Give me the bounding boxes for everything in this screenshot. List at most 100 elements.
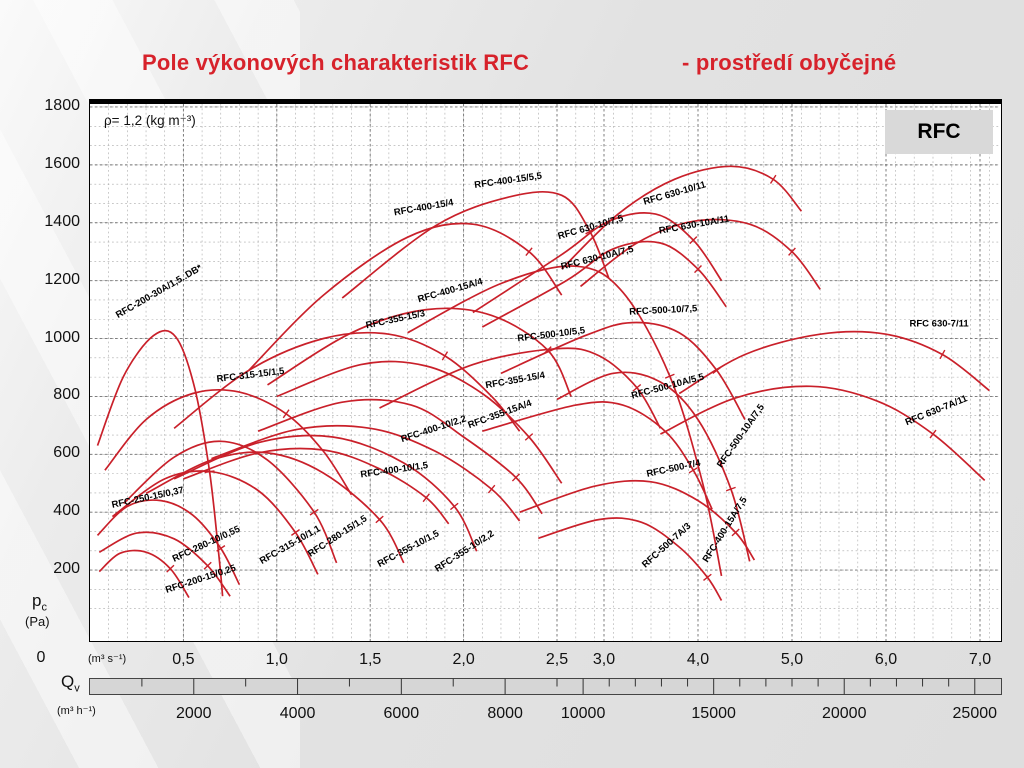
curve-range-tick — [585, 228, 595, 235]
page-title: Pole výkonových charakteristik RFC — [142, 50, 530, 75]
plot-area: RFC-200-15/0,25 RFC-280-10/0,55 RFC-250-15… — [89, 99, 1002, 642]
x-tick-label-m3s: 6,0 — [874, 651, 898, 668]
curve-label: RFC-400-10/2,2 — [400, 414, 468, 446]
flow-ruler — [89, 678, 1002, 695]
curve-label: RFC-500-10/5,5 — [517, 325, 587, 344]
page-subtitle: - prostředí obyčejné — [682, 50, 897, 75]
curve-label: RFC-355-10/2,2 — [433, 528, 496, 574]
curve-range-tick — [731, 528, 740, 537]
curve-label: RFC-500-10A/5,5 — [630, 371, 706, 401]
x-axis-symbol: Q — [61, 672, 75, 691]
y-tick-label: 1800 — [44, 96, 80, 114]
curve-label: RFC-355-10/1,5 — [376, 528, 442, 570]
y-axis-symbol-sub: c — [41, 601, 47, 614]
fan-curve — [98, 549, 190, 599]
x-tick-label-m3s: 1,5 — [359, 651, 382, 668]
fan-curve — [500, 321, 746, 421]
fan-curve — [538, 517, 723, 601]
fan-curve — [556, 371, 751, 562]
x-axis-symbol-sub: v — [74, 682, 80, 695]
fan-curve — [561, 165, 803, 270]
series-badge: RFC — [885, 110, 993, 154]
x-tick-label-m3h: 4000 — [279, 705, 316, 722]
y-tick-label: 1200 — [44, 270, 80, 288]
y-tick-label: 1400 — [44, 212, 80, 230]
fan-curve — [472, 212, 723, 314]
fan-curve — [481, 240, 727, 328]
curve-range-tick — [694, 264, 702, 274]
curve-label: RFC 630-10A/11 — [658, 213, 731, 236]
fan-curve — [519, 479, 756, 561]
curve-range-tick — [203, 561, 212, 570]
fan-curve — [579, 218, 821, 290]
curve-range-tick — [524, 433, 534, 441]
x-tick-label-m3h: 8000 — [487, 705, 523, 722]
curve-label: RFC-400-15/5,5 — [474, 170, 544, 190]
fan-curve — [145, 451, 405, 564]
fan-curve — [104, 388, 353, 496]
y-tick-label: 400 — [53, 502, 80, 520]
curve-range-tick — [166, 564, 175, 573]
curve-range-tick — [282, 409, 290, 419]
curve-range-tick — [375, 515, 384, 524]
curve-range-tick — [769, 174, 777, 184]
x-tick-label-m3h: 2000 — [175, 705, 212, 722]
x-tick-label-m3s: 3,0 — [592, 651, 616, 668]
fan-curve — [482, 401, 713, 510]
fan-curve — [379, 347, 662, 429]
x-tick-label-m3h: 10000 — [560, 705, 606, 722]
x-tick-label-m3h: 15000 — [691, 705, 736, 722]
curve-label: RFC-500-7A/3 — [640, 521, 693, 571]
curve-range-tick — [309, 508, 319, 516]
curve-range-tick — [204, 470, 215, 474]
curve-label: RFC-500-7/4 — [646, 458, 703, 480]
fan-curve — [111, 470, 319, 575]
y-tick-label: 1000 — [44, 328, 80, 346]
air-density-note: ρ= 1,2 (kg m⁻³) — [104, 113, 196, 128]
fan-curve — [96, 499, 241, 585]
y-tick-label: 200 — [53, 560, 80, 578]
curve-range-tick — [929, 429, 937, 439]
x-axis-unit-m3s: (m³ s⁻¹) — [88, 653, 127, 665]
x-tick-label-m3s: 1,0 — [265, 651, 288, 668]
x-tick-label-m3h: 20000 — [821, 705, 867, 722]
ruler-band — [89, 678, 1002, 695]
y-tick-label: 600 — [53, 444, 80, 462]
curve-range-tick — [688, 467, 698, 474]
x-tick-label-m3s: 4,0 — [686, 651, 710, 668]
x-tick-label-m3s: 5,0 — [780, 651, 804, 668]
x-tick-label-m3s: 7,0 — [968, 651, 992, 668]
curve-range-tick — [487, 484, 496, 494]
y-axis-zero-label: 0 — [36, 649, 46, 666]
curve-label: RFC-355-15/4 — [485, 370, 547, 391]
x-tick-label-m3h: 25000 — [952, 705, 998, 722]
fan-curve — [678, 330, 990, 395]
curve-range-tick — [703, 573, 712, 581]
fan-curve — [173, 331, 521, 432]
curve-label: RFC 630-10/7,5 — [557, 213, 626, 242]
fan-curve — [660, 385, 986, 482]
curve-label: RFC-400-15/4 — [393, 197, 455, 218]
fan-curve — [123, 440, 338, 564]
curve-range-tick — [632, 383, 642, 392]
x-axis-title: Qv — [61, 672, 80, 694]
x-tick-label-m3h: 6000 — [383, 705, 420, 722]
fan-curve — [183, 447, 450, 525]
chart-canvas: RFC-200-15/0,25RFC-280-10/0,55RFC-250-15… — [90, 104, 1000, 641]
fan-curve — [407, 265, 723, 577]
y-tick-label: 1600 — [44, 154, 80, 172]
fan-curve — [98, 531, 231, 597]
curve-range-tick — [422, 493, 430, 503]
curve-label: RFC 630-7/11 — [910, 318, 970, 329]
x-axis-unit-m3h: (m³ h⁻¹) — [57, 705, 96, 717]
fan-curve — [96, 329, 224, 597]
curve-label: RFC-200-30A/1,5..DB* — [114, 262, 204, 321]
y-axis-unit: (Pa) — [25, 614, 50, 629]
curve-range-tick — [441, 351, 449, 361]
curve-range-tick — [511, 473, 520, 482]
curve-range-tick — [291, 529, 300, 536]
x-tick-label-m3s: 0,5 — [172, 651, 195, 668]
y-axis-title: pc — [32, 591, 47, 613]
curve-label: RFC-500-10/7,5 — [629, 303, 698, 318]
y-tick-label: 800 — [53, 386, 80, 404]
